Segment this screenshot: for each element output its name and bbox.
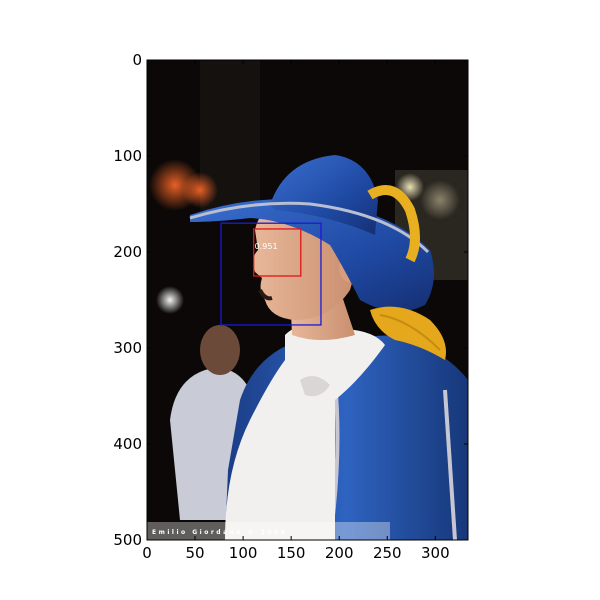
y-axis: 0 100 200 300 400 500 [113,51,468,549]
y-tick-label: 0 [132,51,142,69]
x-axis: 0 50 100 150 200 250 300 [142,60,450,562]
x-tick-label: 50 [186,544,205,562]
axes-frame [146,59,469,541]
x-tick-label: 300 [421,544,450,562]
x-tick-label: 0 [142,544,152,562]
x-tick-label: 250 [373,544,402,562]
y-tick-label: 500 [113,531,142,549]
y-tick-label: 200 [113,243,142,261]
face-region-box [220,222,322,326]
face-detection-box [253,228,302,277]
detections-layer: 0.951 [220,222,322,326]
x-tick-label: 150 [277,544,306,562]
detection-score-label: 0.951 [255,242,278,251]
x-tick-label: 100 [229,544,258,562]
x-tick-label: 200 [325,544,354,562]
y-tick-label: 300 [113,339,142,357]
y-tick-label: 400 [113,435,142,453]
photo [147,60,468,540]
watermark: Emilio Giordano © 2008 [147,522,390,540]
watermark-text: Emilio Giordano © 2008 [152,529,287,536]
y-tick-label: 100 [113,147,142,165]
